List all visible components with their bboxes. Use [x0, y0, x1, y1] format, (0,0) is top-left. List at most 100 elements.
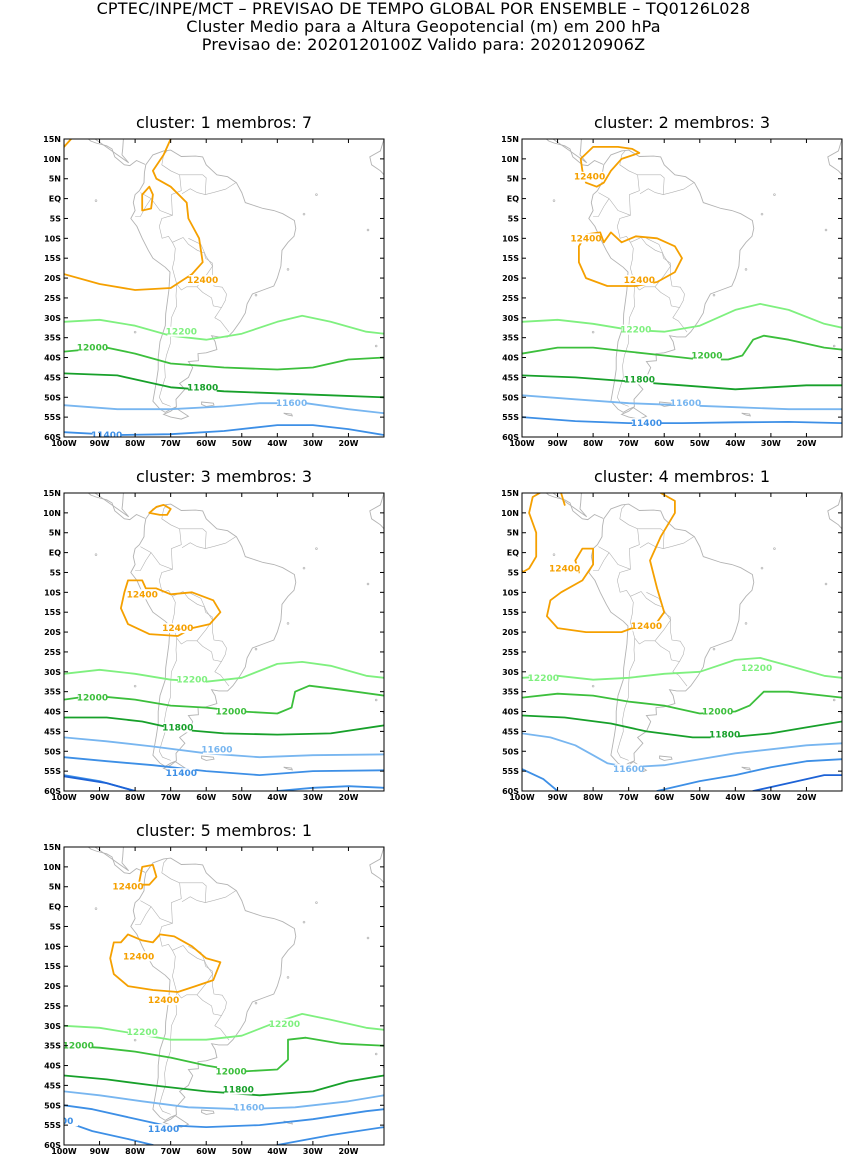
contour-line-12200 [522, 657, 842, 681]
lon-label: 20W [796, 439, 816, 448]
island [315, 901, 318, 904]
lon-label: 50W [690, 439, 710, 448]
coastline [94, 493, 130, 518]
contour-label: 12400 [187, 276, 218, 286]
country-border [196, 266, 227, 308]
country-border [188, 238, 213, 267]
lat-label: 40S [44, 354, 61, 363]
lat-label: EQ [49, 195, 61, 204]
country-border [181, 188, 206, 195]
country-border [214, 1015, 230, 1041]
lat-label: 55S [502, 767, 519, 776]
contour-label-bg [632, 621, 661, 632]
lat-label: 10N [501, 155, 519, 164]
contour-label-bg [625, 275, 654, 286]
contour-label: 11400 [91, 431, 122, 441]
island [315, 547, 318, 550]
lat-label: 50S [44, 1101, 61, 1110]
island [366, 582, 370, 586]
island [94, 553, 98, 556]
country-border [616, 569, 631, 597]
lon-label: 60W [654, 793, 674, 802]
contour-line-11400 [522, 768, 559, 791]
lon-label: 90W [90, 1147, 110, 1156]
lon-label: 30W [303, 793, 323, 802]
contour-label-bg [114, 881, 142, 892]
lat-label: 15N [501, 135, 519, 144]
lon-label: 100W [509, 439, 535, 448]
island [773, 193, 776, 196]
contour-label-bg [163, 623, 192, 634]
island [374, 698, 378, 702]
country-border [654, 620, 685, 662]
lat-label: 30S [44, 314, 61, 323]
contour-line-12400 [522, 493, 541, 574]
lon-label: 40W [267, 793, 287, 802]
map-svg: 12400 12400 12200 12200 12000 11800 11600 15N 10… [501, 489, 843, 802]
contour-line-11200 [752, 774, 842, 791]
lat-label: 20S [502, 628, 519, 637]
lon-label: 90W [548, 793, 568, 802]
contour-label-bg [224, 1084, 253, 1095]
lat-label: 30S [502, 668, 519, 677]
lat-label: EQ [507, 549, 519, 558]
lat-label: 45S [502, 373, 519, 382]
country-border [654, 266, 685, 308]
island [302, 566, 306, 570]
country-border [179, 882, 236, 903]
contour-line-12000 [64, 1036, 384, 1073]
country-border [593, 552, 610, 571]
island [133, 330, 137, 334]
island [133, 684, 137, 688]
lat-label: 55S [44, 1121, 61, 1130]
lat-label: 15S [44, 254, 61, 263]
contour-label-bg [78, 342, 107, 353]
contour-line-12400 [546, 493, 676, 633]
contour-label-bg [277, 398, 306, 409]
contour-label-bg [178, 674, 206, 685]
map-svg: 12400 12200 12000 11800 11600 11400 15N 10N 5N EQ… [43, 135, 385, 448]
island [824, 228, 828, 232]
island [315, 193, 318, 196]
coastline [552, 493, 588, 518]
coastline [130, 857, 297, 1121]
coastline [369, 847, 384, 884]
contour-label-bg [149, 1124, 178, 1135]
lat-label: 25S [44, 1002, 61, 1011]
contour-label-bg [671, 398, 700, 409]
country-border [140, 150, 182, 216]
panel-title: cluster: 1 membros: 7 [135, 113, 313, 132]
contour-label-bg [188, 275, 217, 286]
map-panel-2: cluster: 2 membros: 3 12400 12400 12400 122… [501, 113, 843, 448]
lon-label: 80W [583, 793, 603, 802]
map-frame [63, 138, 385, 438]
lat-label: 10S [44, 588, 61, 597]
panel-title: cluster: 5 membros: 1 [135, 821, 313, 840]
country-border [598, 504, 640, 570]
island [552, 199, 556, 202]
contour-line-11600 [64, 402, 384, 415]
lon-label: 30W [761, 793, 781, 802]
island [366, 936, 370, 940]
map-panel-1: cluster: 1 membros: 7 12400 12200 12000 118… [43, 113, 385, 448]
contour-label-bg [217, 706, 246, 717]
contour-line-12200 [64, 1013, 384, 1041]
country-border [214, 307, 230, 333]
lon-label: 70W [161, 1147, 181, 1156]
contour-line-11400 [64, 424, 384, 436]
lat-label: 55S [502, 413, 519, 422]
lat-label: 60S [44, 433, 61, 442]
lon-label: 70W [619, 793, 639, 802]
contour-label: 12000 [215, 708, 246, 718]
lat-label: 60S [44, 787, 61, 796]
lat-label: 45S [502, 727, 519, 736]
lon-label: 40W [725, 439, 745, 448]
lat-label: 5N [507, 175, 519, 184]
island [286, 622, 290, 625]
lon-label: 90W [90, 439, 110, 448]
lon-label: 100W [51, 439, 77, 448]
lat-label: 45S [44, 373, 61, 382]
contour-label: 12200 [176, 676, 207, 686]
contour-label: 12400 [549, 564, 580, 574]
country-border [196, 620, 227, 662]
